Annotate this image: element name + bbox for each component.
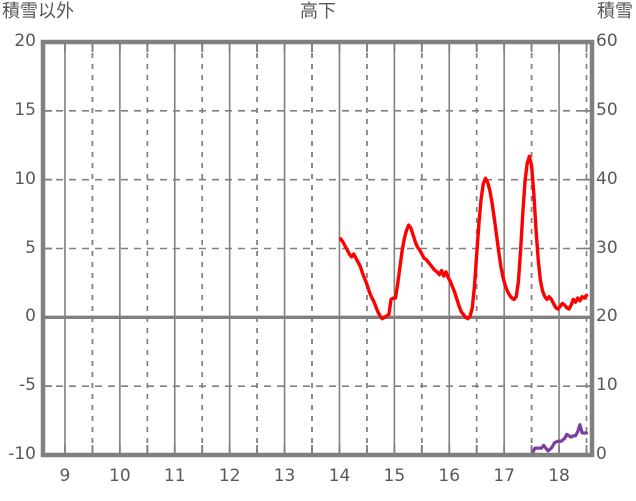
right-axis-unit-label: 積雪 <box>597 1 633 22</box>
y-axis-left-tick-label: 15 <box>14 99 36 120</box>
y-axis-left-tick-label: 5 <box>25 237 36 258</box>
left-axis-unit-label: 積雪以外 <box>2 1 74 22</box>
x-axis-tick-label: 10 <box>109 466 131 486</box>
y-axis-right-tick-label: 60 <box>596 31 618 51</box>
snow-path <box>338 423 589 457</box>
x-axis-tick-label: 16 <box>438 466 461 486</box>
y-axis-left-tick-label: -5 <box>19 375 36 396</box>
axis-ticks <box>43 41 592 456</box>
x-axis-tick-label: 17 <box>493 466 515 486</box>
x-axis-tick-label: 13 <box>273 466 296 486</box>
chart-title: 高下 <box>300 1 336 22</box>
x-axis-tick-label: 12 <box>218 466 241 486</box>
x-axis-tick-label: 11 <box>163 466 186 486</box>
y-axis-left-tick-label: -10 <box>8 444 36 464</box>
y-axis-right-tick-label: 20 <box>596 306 618 327</box>
x-axis-tick-label: 18 <box>548 466 570 486</box>
y-axis-right-tick-label: 40 <box>596 168 618 189</box>
grid-layer <box>43 42 592 455</box>
snow-depth-line <box>338 423 589 457</box>
y-axis-left-tick-label: 20 <box>14 31 36 51</box>
y-axis-right-tick-label: 30 <box>596 237 618 258</box>
temperature-line <box>338 154 589 321</box>
y-axis-right-tick-label: 50 <box>596 99 618 120</box>
y-axis-right-tick-label: 10 <box>596 375 618 396</box>
temp-path <box>338 154 589 321</box>
y-axis-left-tick-label: 10 <box>14 168 36 189</box>
y-axis-left-tick-label: 0 <box>25 306 36 327</box>
x-axis-tick-label: 9 <box>59 466 71 486</box>
x-axis-tick-label: 14 <box>328 466 351 486</box>
y-axis-right-tick-label: 0 <box>596 444 607 464</box>
x-axis-tick-label: 15 <box>383 466 406 486</box>
